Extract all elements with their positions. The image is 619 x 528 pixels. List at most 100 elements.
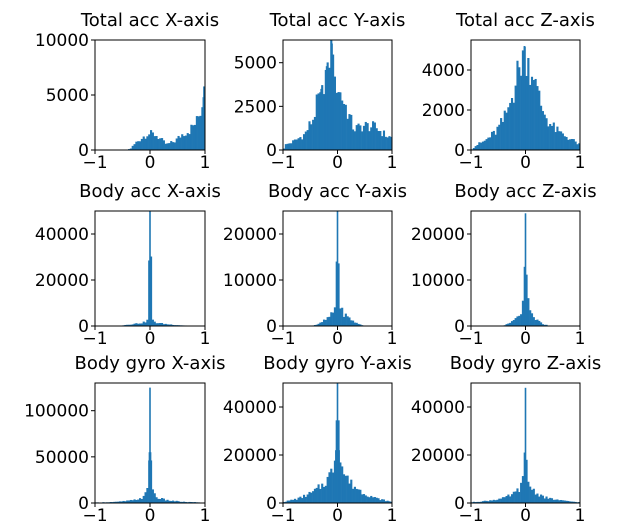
histogram-bar	[137, 499, 140, 503]
histogram-bar	[332, 472, 335, 503]
histogram-bar	[554, 499, 557, 503]
histogram-bar	[366, 496, 369, 503]
histogram-bar	[326, 62, 329, 150]
histogram-bar	[295, 139, 298, 150]
histogram-bar	[315, 94, 318, 150]
histogram-bar	[292, 140, 295, 150]
histogram-bar	[373, 122, 376, 150]
histogram-bar	[359, 125, 362, 150]
y-tick-label: 40000	[411, 398, 465, 418]
histogram-bar	[164, 323, 167, 326]
histogram-bar	[348, 483, 351, 503]
histogram-bar	[355, 125, 358, 150]
x-tick-label: −1	[270, 329, 295, 349]
histogram-peak-bar	[524, 387, 527, 503]
histogram-bar	[381, 136, 384, 150]
histogram-bar	[188, 501, 191, 503]
histogram-bar	[164, 500, 167, 503]
histogram-bar	[530, 489, 534, 503]
histogram-bar	[478, 501, 481, 503]
histogram-bar	[382, 499, 386, 503]
y-tick-label: 20000	[223, 446, 277, 466]
histogram-bar	[545, 324, 548, 326]
histogram-bar	[481, 141, 485, 150]
histogram-bar	[483, 500, 486, 503]
histogram-bar	[386, 500, 389, 503]
histogram-bar	[578, 143, 581, 150]
x-tick-label: −1	[458, 506, 483, 526]
histogram-bar	[288, 143, 291, 150]
x-tick-label: 0	[332, 329, 343, 349]
histogram-bar	[297, 138, 300, 150]
histogram-bar	[335, 92, 338, 150]
histogram-bar	[146, 136, 149, 150]
histogram-bar	[512, 102, 515, 150]
histogram-bar	[344, 313, 347, 326]
histogram-bar	[370, 127, 373, 150]
subplot-title: Body acc X-axis	[79, 181, 221, 202]
histogram-bar	[489, 137, 492, 150]
histogram-bar	[139, 323, 142, 326]
histogram-bar	[203, 86, 206, 150]
histogram-bar	[330, 468, 333, 503]
histogram-bar	[341, 466, 344, 503]
histogram-bar	[549, 497, 552, 503]
histogram-bar	[496, 499, 499, 503]
histogram-bar	[554, 132, 557, 150]
histogram-bar	[173, 501, 176, 503]
histogram-bar	[547, 498, 550, 503]
y-tick-label: 2000	[422, 101, 465, 121]
histogram-bar	[186, 133, 189, 150]
histogram-bar	[144, 138, 147, 150]
histogram-peak-bar	[511, 98, 513, 150]
histogram-bar	[480, 142, 483, 150]
histogram-bar	[543, 498, 546, 503]
histogram-bar	[346, 475, 349, 503]
histogram-bar	[379, 131, 382, 150]
histogram-bar	[337, 92, 340, 150]
histogram-bar	[332, 312, 335, 326]
histogram-bar	[199, 115, 202, 150]
histogram-bar	[339, 308, 342, 326]
histogram-bar	[485, 139, 488, 150]
histogram-bar	[286, 143, 289, 150]
histogram-peak-bar	[523, 46, 526, 150]
histogram-bar	[148, 134, 151, 150]
histogram-bar	[536, 319, 539, 326]
histogram-bar	[384, 136, 387, 150]
histogram-bar	[481, 501, 485, 503]
histogram-bar	[569, 139, 572, 150]
histogram-bar	[377, 131, 380, 150]
histogram-bar	[172, 324, 175, 326]
histogram-bar	[350, 479, 353, 503]
x-tick-label: −1	[82, 329, 107, 349]
histogram-bar	[558, 131, 561, 150]
y-tick-label: 40000	[35, 225, 89, 245]
histogram-bar	[192, 125, 195, 150]
histogram-bar	[550, 125, 554, 150]
histogram-bar	[489, 500, 492, 503]
y-tick-label: 0	[454, 494, 465, 514]
x-tick-label: −1	[82, 506, 107, 526]
histogram-bar	[545, 118, 548, 150]
histogram-bar	[521, 476, 524, 503]
histogram-bar	[525, 75, 528, 150]
histogram-bar	[164, 143, 167, 150]
histogram-bar	[525, 274, 528, 326]
x-tick-label: −1	[270, 153, 295, 173]
histogram-bar	[503, 110, 506, 150]
histogram-bar	[527, 481, 530, 503]
histogram-bar	[179, 501, 182, 503]
histogram-peak-bar	[202, 97, 205, 150]
y-tick-label: 40000	[223, 398, 277, 418]
histogram-bar	[540, 494, 543, 503]
histogram-bar	[319, 488, 322, 503]
histogram-bar	[339, 462, 342, 503]
histogram-bar	[118, 501, 121, 503]
histogram-bar	[498, 124, 501, 150]
histogram-bar	[509, 322, 512, 326]
histogram-bar	[359, 324, 362, 326]
histogram-bar	[328, 316, 331, 326]
histogram-bar	[153, 321, 156, 326]
